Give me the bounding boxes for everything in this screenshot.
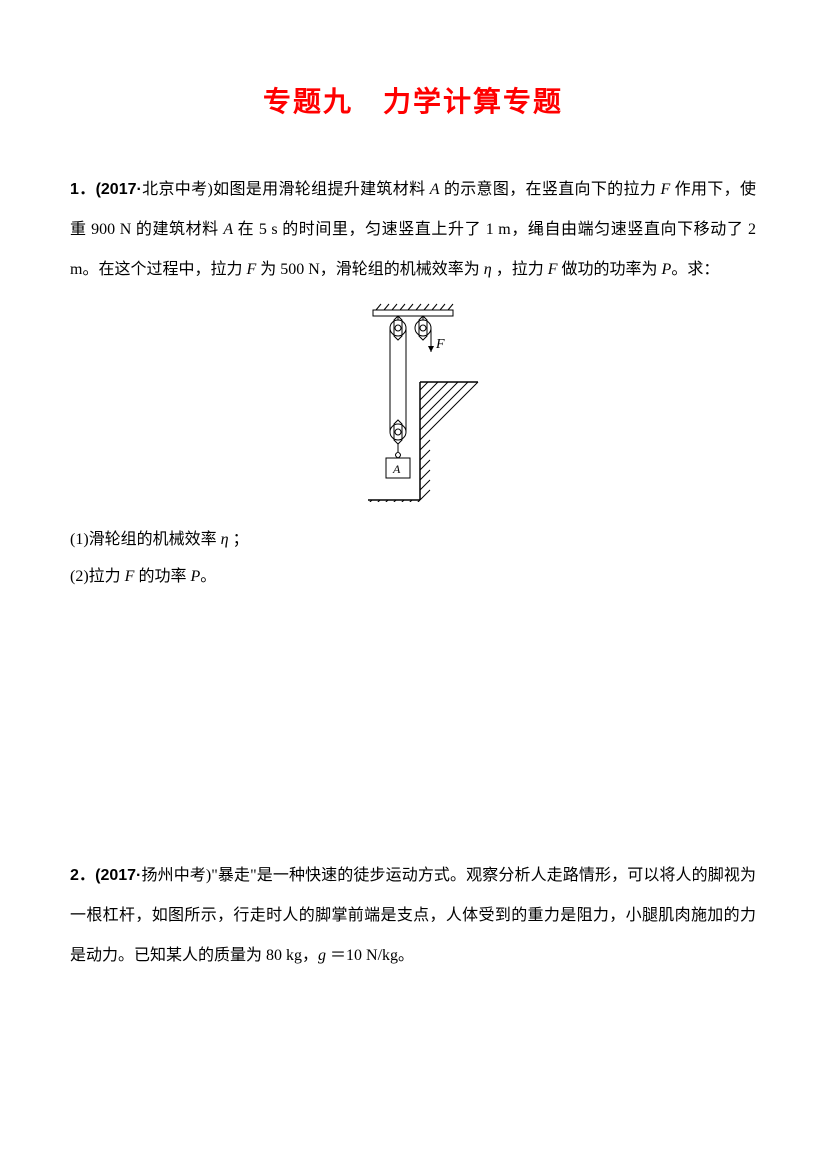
subquestion-2: (2)拉力 F 的功率 P。 xyxy=(70,559,756,596)
var-f: F xyxy=(246,261,256,278)
var-f: F xyxy=(661,181,671,198)
pulley-diagram-icon: F A xyxy=(338,302,488,502)
problem-source: 扬州中考) xyxy=(141,867,211,884)
txt: 。求： xyxy=(671,261,719,278)
var-f: F xyxy=(125,568,135,585)
problem-2: 2．(2017·扬州中考)"暴走"是一种快速的徒步运动方式。观察分析人走路情形，… xyxy=(70,856,756,976)
txt: (1)滑轮组的机械效率 xyxy=(70,531,221,548)
var-p: P xyxy=(662,261,672,278)
figure-1: F A xyxy=(70,302,756,507)
page-title: 专题九 力学计算专题 xyxy=(70,80,756,120)
label-f: F xyxy=(435,337,445,352)
problem-number: 2． xyxy=(70,867,95,884)
var-f: F xyxy=(548,261,558,278)
var-p: P xyxy=(190,568,200,585)
txt: (2)拉力 xyxy=(70,568,125,585)
problem-number: 1． xyxy=(70,181,96,198)
var-a: A xyxy=(223,221,233,238)
txt: ； xyxy=(229,531,249,548)
txt: 做功的功率为 xyxy=(558,261,662,278)
subquestion-1: (1)滑轮组的机械效率 η ； xyxy=(70,522,756,559)
txt: 为 500 N，滑轮组的机械效率为 xyxy=(256,261,484,278)
answer-space xyxy=(70,596,756,856)
txt: 。 xyxy=(200,568,216,585)
problem-year: (2017· xyxy=(96,181,142,198)
txt: 如图是用滑轮组提升建筑材料 xyxy=(213,181,430,198)
txt: 的示意图，在竖直向下的拉力 xyxy=(440,181,661,198)
var-g: g xyxy=(318,947,326,964)
problem-year: (2017· xyxy=(95,867,141,884)
var-a: A xyxy=(430,181,440,198)
problem-source: 北京中考) xyxy=(142,181,213,198)
var-eta: η xyxy=(484,261,492,278)
label-a: A xyxy=(392,462,401,476)
txt: ＝10 N/kg。 xyxy=(326,947,414,964)
txt: 的功率 xyxy=(134,568,190,585)
var-eta: η xyxy=(221,531,229,548)
problem-1: 1．(2017·北京中考)如图是用滑轮组提升建筑材料 A 的示意图，在竖直向下的… xyxy=(70,170,756,290)
txt: ，拉力 xyxy=(492,261,548,278)
